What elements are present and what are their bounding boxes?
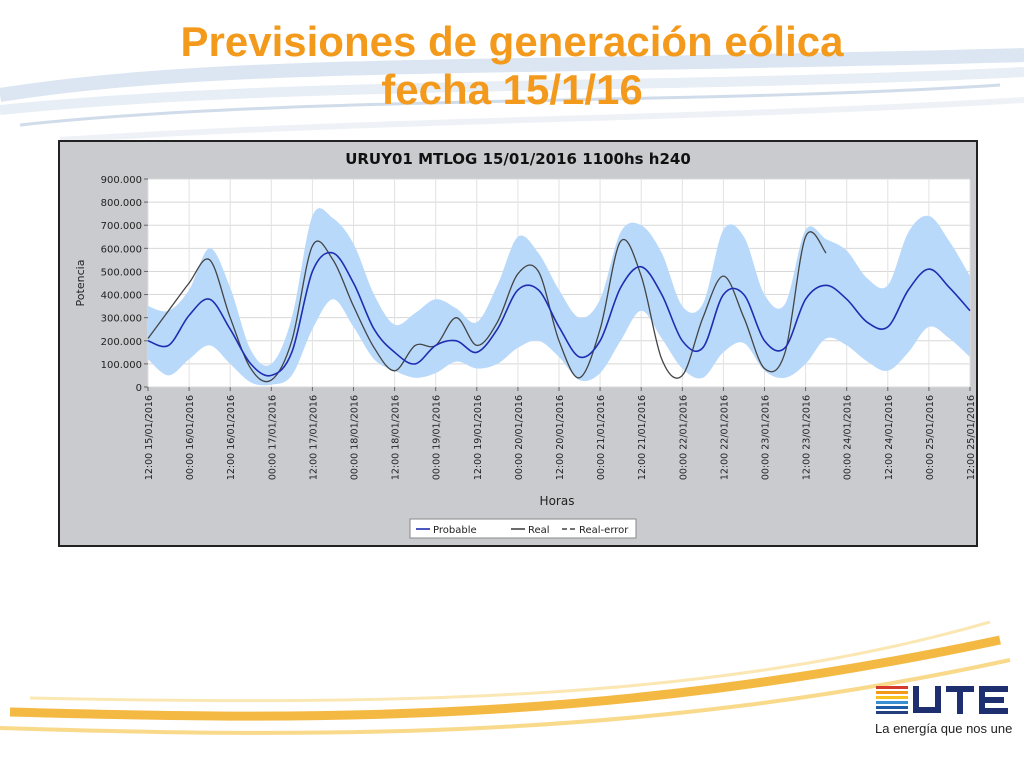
x-tick-label: 00:00 16/01/2016 [185, 395, 196, 480]
x-tick-label: 00:00 21/01/2016 [596, 395, 607, 480]
y-tick-label: 800.000 [101, 198, 142, 209]
series-line-real [147, 231, 827, 383]
chart-frame: URUY01 MTLOG 15/01/2016 1100hs h240 0 100… [58, 140, 978, 547]
y-tick-label: 400.000 [101, 291, 142, 302]
x-tick-label: 00:00 24/01/2016 [843, 395, 854, 480]
chart-title: URUY01 MTLOG 15/01/2016 1100hs h240 [345, 150, 691, 168]
legend-label: Real [528, 525, 550, 536]
x-tick-label: 12:00 25/01/2016 [966, 395, 976, 480]
series-lines [147, 231, 971, 383]
legend-label: Real-error [579, 525, 629, 536]
y-tick-label: 600.000 [101, 244, 142, 255]
slide-title-line-1: Previsiones de generación eólica [180, 18, 844, 65]
x-tick-label: 00:00 17/01/2016 [267, 395, 278, 480]
y-axis: 0 100.000 200.000 300.000 400.000 500.000 600.… [101, 175, 148, 394]
y-tick-label: 100.000 [101, 360, 142, 371]
ute-logo [876, 686, 1008, 714]
y-tick-label: 700.000 [101, 221, 142, 232]
y-tick-label: 300.000 [101, 314, 142, 325]
slide-title: Previsiones de generación eólica fecha 1… [0, 18, 1024, 114]
x-tick-label: 12:00 16/01/2016 [226, 395, 237, 480]
x-tick-label: 00:00 25/01/2016 [925, 395, 936, 480]
x-tick-label: 00:00 22/01/2016 [678, 395, 689, 480]
y-tick-label: 900.000 [101, 175, 142, 186]
wind-forecast-chart: URUY01 MTLOG 15/01/2016 1100hs h240 0 100… [74, 150, 976, 539]
y-axis-label: Potencia [74, 260, 87, 307]
x-tick-label: 12:00 19/01/2016 [473, 395, 484, 480]
series-line-probable [147, 251, 971, 377]
ute-logo-emblem [876, 686, 908, 714]
y-tick-label: 200.000 [101, 337, 142, 348]
x-tick-label: 00:00 19/01/2016 [432, 395, 443, 480]
x-axis-label: Horas [540, 494, 575, 508]
x-tick-label: 12:00 24/01/2016 [884, 395, 895, 480]
brand-tagline: La energía que nos une [875, 721, 1013, 736]
x-tick-label: 00:00 20/01/2016 [514, 395, 525, 480]
x-tick-label: 12:00 18/01/2016 [391, 395, 402, 480]
x-axis: 12:00 15/01/2016 00:00 16/01/2016 12:00 16… [144, 387, 976, 480]
x-tick-label: 12:00 20/01/2016 [555, 395, 566, 480]
x-tick-label: 12:00 21/01/2016 [637, 395, 648, 480]
x-tick-label: 12:00 23/01/2016 [802, 395, 813, 480]
legend-label: Probable [433, 525, 477, 536]
x-tick-label: 00:00 23/01/2016 [761, 395, 772, 480]
x-tick-label: 00:00 18/01/2016 [350, 395, 361, 480]
ute-logo-wordmark [913, 686, 1008, 714]
x-tick-label: 12:00 17/01/2016 [308, 395, 319, 480]
legend: Probable Real Real-error [409, 518, 637, 539]
slide-title-line-2: fecha 15/1/16 [381, 66, 643, 113]
y-tick-label: 0 [136, 383, 142, 394]
y-tick-label: 500.000 [101, 267, 142, 278]
x-tick-label: 12:00 15/01/2016 [144, 395, 155, 480]
x-tick-label: 12:00 22/01/2016 [719, 395, 730, 480]
